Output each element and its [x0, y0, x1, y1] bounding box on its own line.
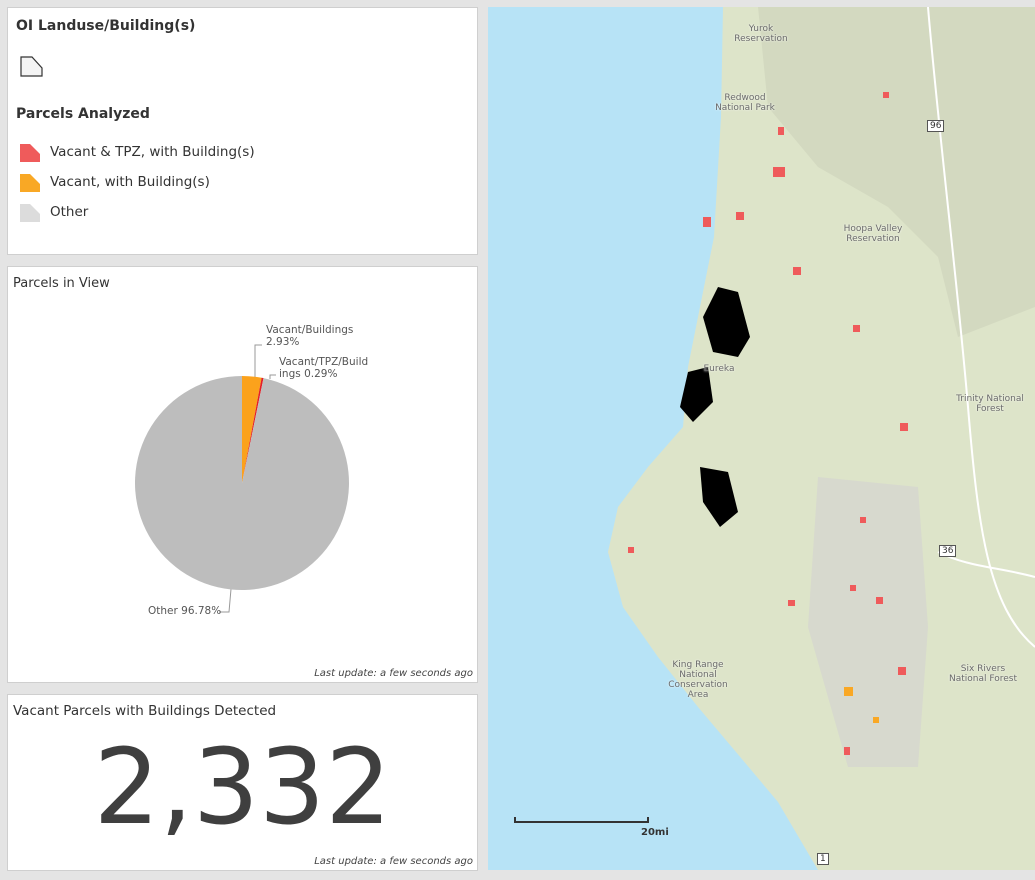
highway-shield: 36: [939, 545, 957, 557]
highway-shield: 1: [817, 853, 829, 865]
place-label: Redwood National Park: [715, 93, 775, 113]
label-value: 0.29%: [304, 368, 338, 380]
map[interactable]: Yurok Reservation Redwood National Park Ho…: [488, 7, 1035, 870]
legend-title: OI Landuse/Building(s): [16, 18, 196, 34]
pie-title: Parcels in View: [13, 276, 110, 291]
label-value: 2.93%: [266, 336, 300, 348]
indicator-value: 2,332: [93, 726, 392, 848]
place-label: Trinity National Forest: [956, 394, 1024, 414]
layer-icon: [20, 56, 43, 77]
pie-slice: [134, 376, 349, 590]
leader-line: [219, 588, 232, 613]
last-update: Last update: a few seconds ago: [314, 856, 473, 867]
legend-swatch: [20, 144, 40, 162]
legend-label: Vacant, with Building(s): [50, 174, 210, 190]
parcels: [844, 687, 879, 723]
legend-panel: OI Landuse/Building(s) Parcels Analyzed …: [7, 7, 478, 255]
built-area: [703, 287, 750, 357]
indicator-panel: Vacant Parcels with Buildings Detected 2…: [7, 694, 478, 871]
legend-section: Parcels Analyzed: [16, 106, 150, 122]
label-value: 96.78%: [181, 605, 222, 617]
pie-slice: [242, 376, 262, 483]
built-area: [680, 367, 713, 422]
place-label: King Range National Conservation Area: [668, 660, 728, 700]
terrain: [758, 7, 1035, 337]
last-update: Last update: a few seconds ago: [314, 668, 473, 679]
parcel-area: [808, 477, 928, 767]
legend-swatch: [20, 174, 40, 192]
leader-line: [254, 344, 262, 377]
legend-label: Other: [50, 204, 89, 220]
parcels: [628, 92, 908, 755]
leader-line: [269, 374, 276, 379]
legend-label: Vacant & TPZ, with Building(s): [50, 144, 255, 160]
place-label: Six Rivers National Forest: [949, 664, 1017, 684]
pie-slice: [242, 377, 264, 483]
place-label: Yurok Reservation: [734, 24, 788, 44]
pie-panel: Parcels in View Vacant/Buildings 2.93% Vac…: [7, 266, 478, 683]
indicator-title: Vacant Parcels with Buildings Detected: [13, 703, 277, 719]
built-area: [700, 467, 738, 527]
map-canvas: [514, 7, 1035, 870]
scale-label: 20mi: [641, 827, 669, 838]
data-label: Other 96.78%: [148, 605, 348, 617]
data-label: Vacant/TPZ/Buildings 0.29%: [279, 356, 369, 380]
label-category: Vacant/TPZ/Buildings: [279, 356, 369, 380]
highway-shield: 96: [927, 120, 945, 132]
label-category: Vacant/Buildings: [266, 324, 354, 336]
road: [927, 7, 1035, 648]
legend-swatch: [20, 204, 40, 222]
pie-chart: [134, 344, 349, 613]
swatch-shape: [20, 144, 40, 162]
label-category: Other: [148, 605, 178, 617]
swatch-shape: [20, 204, 40, 222]
swatch-shape: [20, 174, 40, 192]
place-label: Eureka: [703, 364, 735, 374]
place-label: Hoopa Valley Reservation: [843, 224, 903, 244]
data-label: Vacant/Buildings 2.93%: [266, 324, 376, 348]
